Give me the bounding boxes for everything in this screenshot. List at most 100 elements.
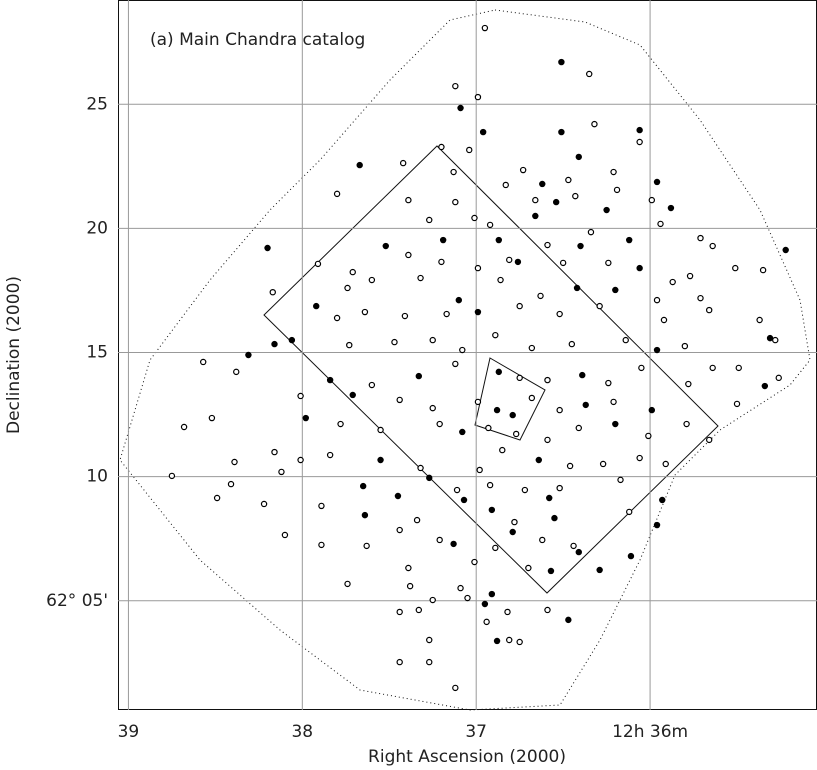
source [426,658,433,666]
source [406,582,414,590]
source [546,494,553,502]
source [782,246,789,254]
source [579,371,586,379]
source [368,276,376,284]
source [766,334,774,342]
source [686,272,694,280]
source [735,364,742,372]
source [556,406,563,414]
source [572,192,579,200]
y-tick-label: 62° 05' [46,591,108,611]
source [697,234,704,242]
source [648,406,656,414]
source [382,242,389,250]
source [705,436,713,444]
source [459,346,466,354]
source [528,344,536,352]
source [575,153,582,161]
y-tick-label: 20 [86,218,108,238]
source [705,306,713,314]
source [775,374,782,382]
source [495,368,502,376]
source [359,482,367,490]
source [521,486,529,494]
source [288,336,296,344]
source [528,394,536,402]
source [502,181,509,189]
source [556,310,563,318]
source [532,196,539,204]
source [326,376,334,384]
source [516,302,523,310]
source [570,542,577,550]
source [399,159,407,167]
source [479,128,487,136]
source [483,618,490,626]
source [417,274,424,282]
source [544,606,551,614]
source [457,104,464,112]
source [612,286,619,294]
source [429,596,436,604]
source [450,540,457,548]
source [429,404,436,412]
source [457,584,464,592]
source [645,432,652,440]
source [401,312,409,320]
source [314,260,322,268]
source [297,456,304,464]
source [396,526,403,534]
source [657,220,664,228]
source [577,242,584,250]
source [605,379,612,387]
source [568,340,576,348]
source [438,258,445,266]
source [460,496,468,504]
source [349,391,356,399]
source [488,590,496,598]
source [233,368,240,376]
source [732,264,739,272]
source [610,398,617,406]
source [333,314,341,322]
source [582,401,589,409]
source [391,338,398,346]
source [506,636,513,644]
source [591,120,598,128]
source [474,93,482,101]
x-tick-label: 38 [291,722,313,742]
source [525,564,532,572]
source [596,566,603,574]
source [653,346,661,354]
source [476,466,483,474]
source [586,70,593,78]
source [685,380,692,388]
source [596,302,603,310]
source [405,564,412,572]
source [519,166,527,174]
source [697,294,704,302]
source [759,266,767,274]
source [271,340,278,348]
y-axis-label: Declination (2000) [4,276,24,434]
source [539,536,546,544]
source [509,411,516,419]
source [535,456,542,464]
source [481,24,489,32]
source [213,494,221,502]
source [612,420,619,428]
source [559,259,567,267]
source [377,456,384,464]
source [499,446,506,454]
source [443,310,450,318]
source [659,496,666,504]
source [417,464,424,472]
source [544,376,551,384]
source [349,268,356,276]
source [636,264,643,272]
source [603,206,610,214]
source [438,143,445,151]
source [653,521,661,529]
footprints [119,9,811,711]
source [313,302,320,310]
